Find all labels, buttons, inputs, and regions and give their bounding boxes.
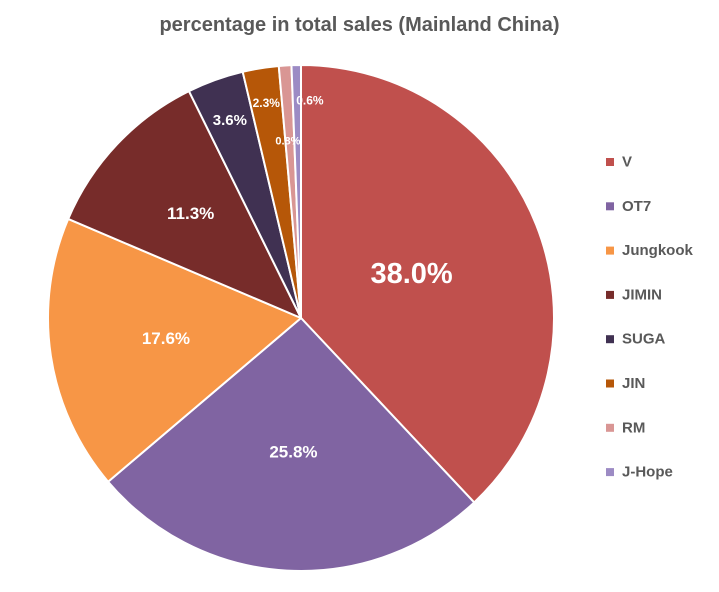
data-label-jimin: 11.3% xyxy=(167,204,214,223)
chart-title: percentage in total sales (Mainland Chin… xyxy=(159,14,560,36)
legend-label-jimin: JIMIN xyxy=(622,286,662,303)
legend-swatch-suga xyxy=(606,335,614,344)
legend: V OT7 Jungkook JIMIN SUGA JIN RM J-Hope xyxy=(606,154,693,481)
pie-slice-v xyxy=(300,64,555,504)
legend-swatch-jin xyxy=(606,379,614,388)
legend-swatch-v xyxy=(606,158,614,166)
pie-slice-jimin xyxy=(67,90,302,319)
legend-swatch-jimin xyxy=(606,290,614,299)
pie-slice-jungkook xyxy=(46,217,302,483)
legend-swatch-jungkook xyxy=(606,246,614,255)
legend-label-suga: SUGA xyxy=(622,331,666,348)
pie-slice-j-hope xyxy=(290,64,302,319)
pie-slice-ot7 xyxy=(107,317,476,572)
data-label-v: 38.0% xyxy=(370,258,452,290)
legend-item-jin: JIN xyxy=(606,375,645,392)
legend-swatch-rm xyxy=(606,423,614,432)
legend-swatch-j-hope xyxy=(606,468,614,477)
data-label-ot7: 25.8% xyxy=(269,442,317,461)
data-label-jin: 2.3% xyxy=(253,96,281,110)
legend-item-j-hope: J-Hope xyxy=(606,464,673,481)
legend-item-v: V xyxy=(606,154,632,171)
data-label-jungkook: 17.6% xyxy=(142,329,190,348)
legend-swatch-ot7 xyxy=(606,202,614,211)
legend-label-j-hope: J-Hope xyxy=(622,464,673,481)
legend-label-ot7: OT7 xyxy=(622,198,651,215)
data-label-suga: 3.6% xyxy=(213,112,247,129)
legend-item-suga: SUGA xyxy=(606,331,666,348)
data-label-j-hope: 0.6% xyxy=(296,93,324,107)
pie-slices xyxy=(46,64,555,572)
legend-item-rm: RM xyxy=(606,419,645,436)
legend-item-ot7: OT7 xyxy=(606,198,651,215)
data-label-rm: 0.8% xyxy=(275,135,300,147)
legend-label-jin: JIN xyxy=(622,375,645,392)
legend-label-jungkook: Jungkook xyxy=(622,242,693,259)
legend-label-v: V xyxy=(622,154,632,171)
data-labels: 38.0% 25.8% 17.6% 11.3% 3.6% 2.3% 0.8% 0.6% xyxy=(142,93,453,461)
legend-label-rm: RM xyxy=(622,419,645,436)
legend-item-jungkook: Jungkook xyxy=(606,242,693,259)
legend-item-jimin: JIMIN xyxy=(606,286,662,303)
